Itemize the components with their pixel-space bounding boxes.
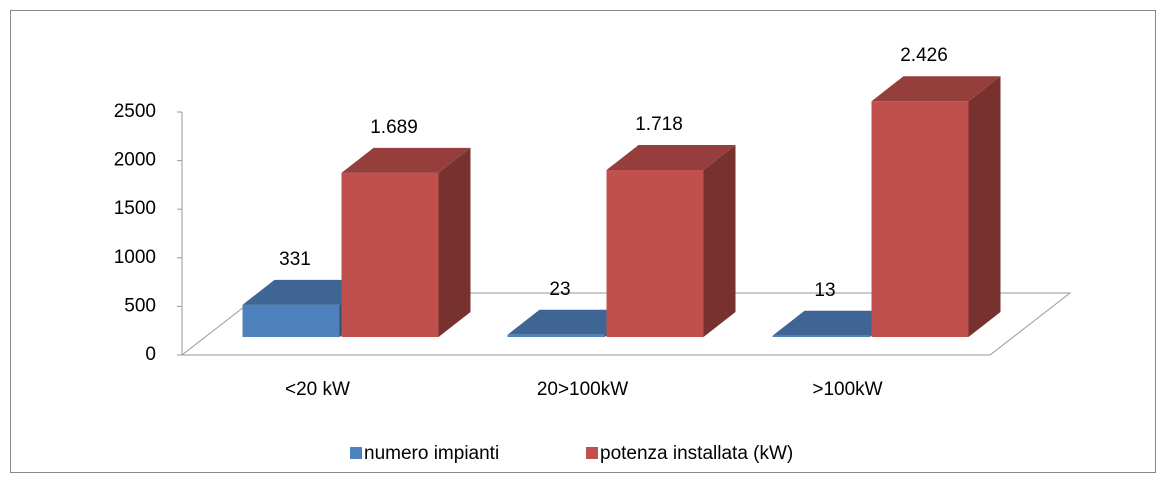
bar-top: [871, 76, 1001, 102]
value-label: 23: [549, 279, 570, 300]
y-tick-label: 2000: [114, 150, 156, 171]
value-label: 1.689: [370, 117, 418, 138]
bar-side: [968, 76, 1001, 337]
y-tick-label: 0: [145, 344, 156, 365]
bar-top: [507, 309, 637, 335]
y-tick-label: 500: [124, 295, 156, 316]
legend-swatch: [350, 447, 362, 459]
bar-top: [341, 147, 471, 173]
bar: [871, 101, 969, 337]
bar: [242, 304, 340, 337]
bar-side: [703, 145, 736, 337]
bar: [772, 335, 870, 337]
y-tick-label: 2500: [114, 101, 156, 122]
bar: [606, 170, 704, 337]
y-tick-label: 1500: [114, 198, 156, 219]
bar-top: [242, 279, 372, 305]
legend-swatch: [586, 447, 598, 459]
x-tick-label: >100kW: [812, 379, 882, 400]
legend-label: numero impianti: [364, 443, 499, 464]
value-label: 2.426: [900, 45, 948, 66]
y-tick-label: 1000: [114, 247, 156, 268]
bar-side: [438, 147, 471, 337]
value-label: 13: [814, 280, 835, 301]
bar-top: [606, 145, 736, 171]
x-tick-label: 20>100kW: [537, 379, 628, 400]
x-tick-label: <20 kW: [285, 379, 350, 400]
bar: [341, 172, 439, 337]
value-label: 331: [279, 249, 311, 270]
legend-label: potenza installata (kW): [600, 443, 793, 464]
bar: [507, 334, 605, 337]
bar-top: [772, 310, 902, 336]
value-label: 1.718: [635, 114, 683, 135]
